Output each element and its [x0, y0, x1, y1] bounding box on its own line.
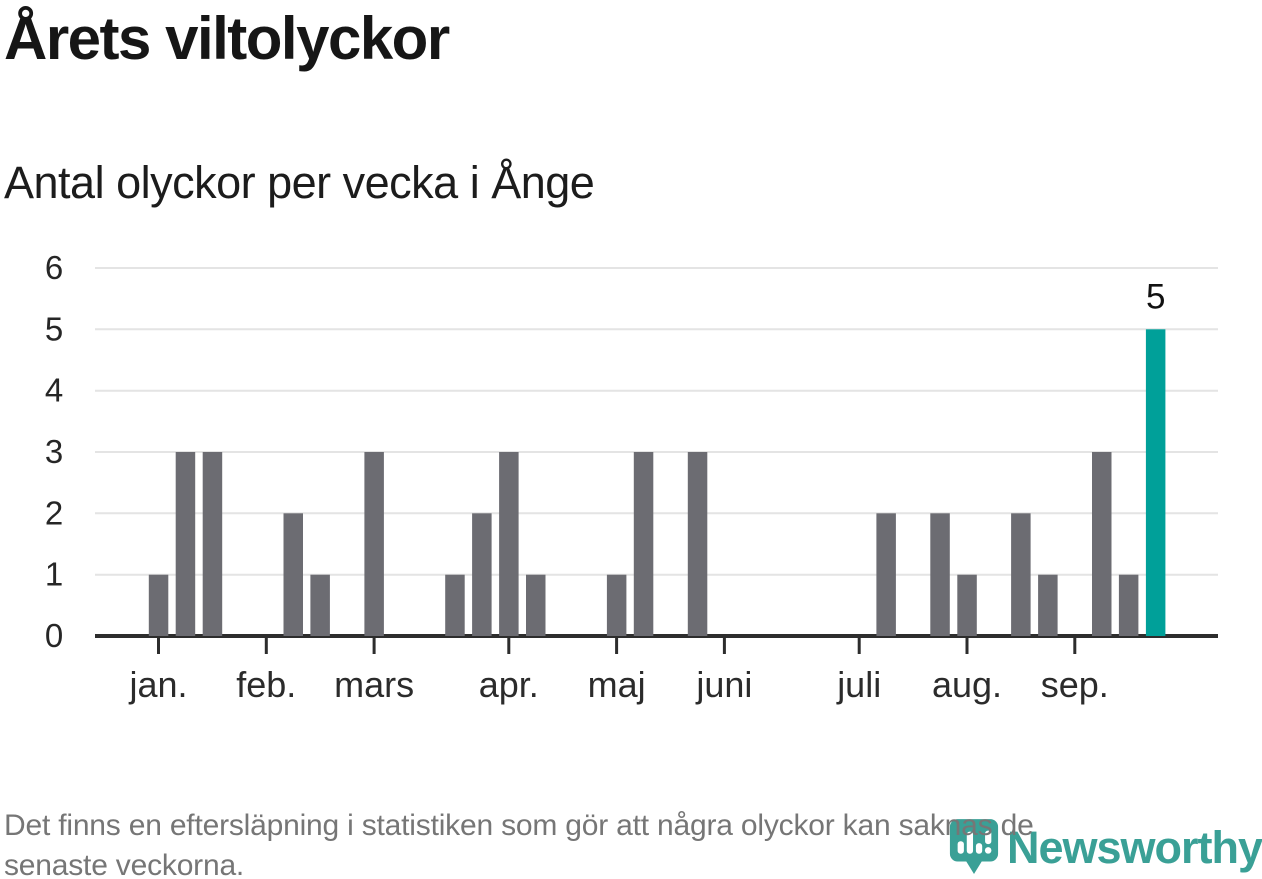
bar-week-7	[310, 574, 330, 636]
bar-week-6	[283, 513, 303, 636]
bar-week-36	[1092, 452, 1112, 636]
x-axis-label-maj: maj	[588, 664, 646, 705]
bar-week-30	[930, 513, 950, 636]
y-axis-label-5: 5	[45, 310, 63, 347]
bar-week-18	[606, 574, 627, 636]
bar-week-1	[148, 574, 169, 636]
bar-week-15	[526, 574, 546, 636]
x-axis-label-juni: juni	[695, 664, 752, 705]
bar-week-28	[876, 513, 896, 636]
bar-week-34	[1038, 574, 1058, 636]
footnote-line-1: Det finns en eftersläpning i statistiken…	[4, 809, 1034, 842]
x-axis-line	[95, 634, 1218, 638]
highlight-value-label: 5	[1146, 277, 1165, 316]
x-axis-label-juli: juli	[836, 664, 881, 705]
bar-week-31	[957, 574, 977, 636]
x-axis-tick-aug	[965, 638, 969, 654]
bar-week-37	[1118, 574, 1139, 636]
y-axis-label-1: 1	[45, 556, 63, 593]
x-axis-tick-juli	[857, 638, 861, 654]
logo-wordmark: Newsworthy	[1007, 822, 1262, 873]
footnote: Det finns en eftersläpning i statistiken…	[4, 806, 1256, 879]
bar-week-12	[445, 574, 465, 636]
x-axis-tick-apr	[507, 638, 511, 654]
page-title: Årets viltolyckor	[4, 5, 450, 72]
bar-week-33	[1011, 513, 1031, 636]
y-axis-label-6: 6	[45, 249, 63, 286]
x-axis-tick-jan	[157, 638, 160, 654]
x-axis-label-apr: apr.	[479, 664, 539, 705]
x-axis-label-sep: sep.	[1041, 664, 1109, 705]
bar-week-3	[202, 452, 223, 636]
x-axis-tick-sep	[1073, 638, 1077, 654]
x-axis-label-jan: jan.	[128, 664, 187, 705]
x-axis-label-aug: aug.	[932, 664, 1002, 705]
x-axis-tick-juni	[722, 638, 726, 654]
footnote-line-2: senaste veckorna.	[4, 849, 245, 879]
y-axis-label-2: 2	[45, 494, 63, 531]
y-axis-label-3: 3	[45, 433, 63, 470]
bar-week-9	[364, 452, 384, 636]
bar-week-19	[633, 452, 654, 636]
logo-exclamation-bar	[985, 830, 992, 845]
x-axis-tick-maj	[615, 638, 619, 654]
newsworthy-logo: Newsworthy	[948, 818, 1262, 878]
logo-mini-bar-3	[975, 843, 983, 854]
logo-mini-bar-1	[957, 841, 964, 854]
y-axis-label-4: 4	[45, 372, 63, 409]
x-axis-label-mars: mars	[334, 664, 414, 705]
x-axis-tick-feb	[264, 638, 268, 654]
bar-week-38	[1145, 329, 1166, 636]
x-axis-tick-mars	[372, 638, 376, 654]
bar-week-21	[687, 452, 708, 636]
bar-chart: 0 1 2 3 4 5 6 jan. feb. mars apr. maj juni juli aug. se…	[45, 249, 1218, 705]
logo-exclamation-dot	[984, 847, 992, 854]
y-axis-label-0: 0	[45, 617, 63, 654]
bar-week-14	[499, 452, 519, 636]
chart-subtitle: Antal olyckor per vecka i Ånge	[4, 157, 595, 208]
logo-mini-bar-2	[966, 831, 974, 854]
x-axis-label-feb: feb.	[236, 664, 296, 705]
bar-chart-pin-icon	[949, 819, 999, 874]
bar-week-13	[472, 513, 492, 636]
bar-week-2	[175, 452, 196, 636]
